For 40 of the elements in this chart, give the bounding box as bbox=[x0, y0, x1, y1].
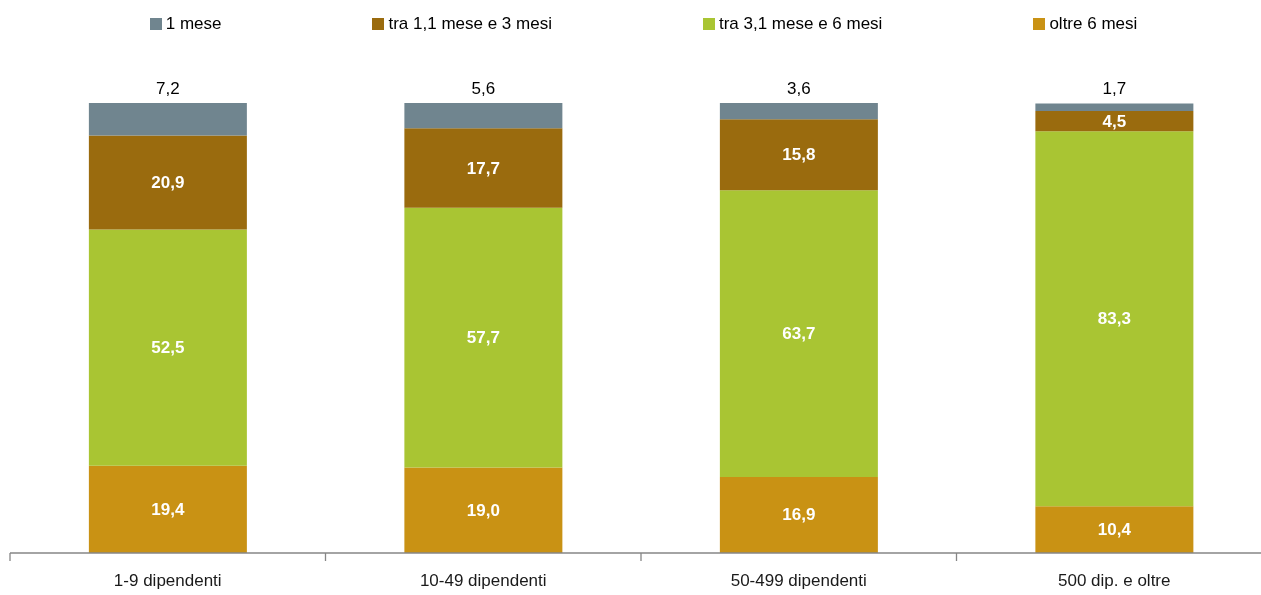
data-label: 57,7 bbox=[466, 328, 500, 348]
x-tick-label: 1-9 dipendenti bbox=[113, 571, 222, 590]
legend-label: 1 mese bbox=[165, 14, 222, 34]
data-label: 15,8 bbox=[782, 145, 816, 165]
bar bbox=[1035, 111, 1194, 132]
legend-label: oltre 6 mesi bbox=[1049, 14, 1138, 34]
bar bbox=[404, 103, 563, 129]
bar bbox=[719, 103, 878, 120]
bar bbox=[719, 190, 878, 477]
bar bbox=[404, 207, 563, 468]
data-label: 63,7 bbox=[782, 324, 816, 344]
x-tick-label: 500 dip. e oltre bbox=[1058, 571, 1171, 590]
bar bbox=[404, 467, 563, 553]
data-label: 4,5 bbox=[1102, 111, 1127, 131]
data-label: 19,4 bbox=[151, 499, 185, 519]
legend-label: tra 3,1 mese e 6 mesi bbox=[718, 14, 883, 34]
data-label: 5,6 bbox=[471, 79, 496, 98]
data-label: 83,3 bbox=[1097, 309, 1131, 329]
x-tick-label: 10-49 dipendenti bbox=[419, 571, 547, 590]
bar bbox=[1035, 506, 1194, 553]
bar bbox=[719, 476, 878, 553]
data-label: 7,2 bbox=[156, 79, 180, 98]
bar bbox=[719, 119, 878, 191]
data-label: 10,4 bbox=[1097, 520, 1132, 540]
data-label: 20,9 bbox=[151, 172, 185, 192]
x-tick-label: 50-499 dipendenti bbox=[730, 571, 867, 590]
bar bbox=[88, 135, 247, 230]
data-label: 3,6 bbox=[787, 79, 811, 98]
bar bbox=[88, 103, 247, 136]
bar bbox=[1035, 103, 1194, 112]
data-label: 52,5 bbox=[151, 338, 185, 358]
bar bbox=[88, 465, 247, 553]
data-label: 19,0 bbox=[466, 500, 500, 520]
data-label: 16,9 bbox=[782, 505, 816, 525]
legend-label: tra 1,1 mese e 3 mesi bbox=[388, 14, 552, 34]
data-label: 17,7 bbox=[466, 158, 500, 178]
bar bbox=[88, 229, 247, 466]
bar bbox=[1035, 131, 1194, 507]
data-label: 1,7 bbox=[1102, 79, 1127, 99]
bar bbox=[404, 128, 563, 208]
